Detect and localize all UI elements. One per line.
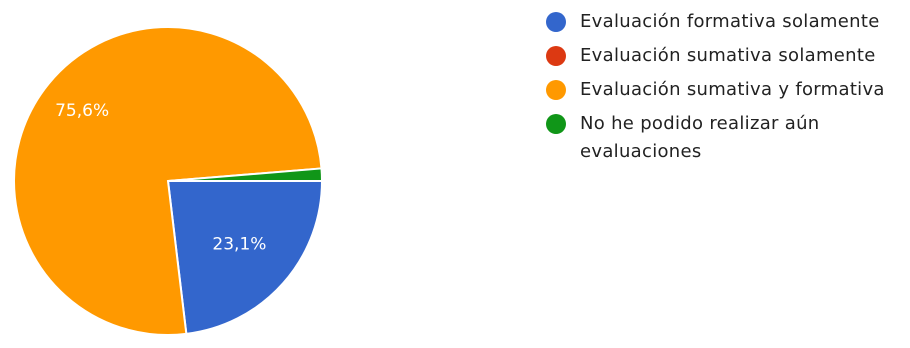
legend-label-no-realizado: No he podido realizar aún evaluaciones bbox=[580, 113, 820, 162]
legend-swatch-formativa bbox=[546, 12, 566, 32]
legend-item-sumativa-formativa[interactable]: Evaluación sumativa y formativa bbox=[546, 76, 908, 104]
pie-chart: 23,1% 75,6% bbox=[13, 26, 324, 336]
pie-slices bbox=[13, 26, 324, 336]
pie-slice-label-0: 23,1% bbox=[212, 234, 266, 254]
pie-slice-0[interactable] bbox=[166, 180, 324, 336]
legend-label-sumativa: Evaluación sumativa solamente bbox=[580, 45, 876, 66]
legend-label-sumativa-formativa: Evaluación sumativa y formativa bbox=[580, 79, 885, 100]
pie-slice-3[interactable] bbox=[167, 167, 324, 182]
legend-swatch-sumativa bbox=[546, 46, 566, 66]
pie-slice-labels: 23,1% 75,6% bbox=[55, 101, 266, 255]
legend-item-no-realizado[interactable]: No he podido realizar aún evaluaciones bbox=[546, 110, 908, 166]
legend-label-formativa: Evaluación formativa solamente bbox=[580, 11, 880, 32]
pie-slice-label-2: 75,6% bbox=[55, 101, 109, 121]
legend-item-sumativa[interactable]: Evaluación sumativa solamente bbox=[546, 42, 908, 70]
legend-swatch-sumativa-formativa bbox=[546, 80, 566, 100]
pie-slice-2[interactable] bbox=[13, 26, 323, 336]
legend-item-formativa[interactable]: Evaluación formativa solamente bbox=[546, 8, 908, 36]
legend: Evaluación formativa solamente Evaluació… bbox=[546, 8, 908, 172]
legend-swatch-no-realizado bbox=[546, 114, 566, 134]
